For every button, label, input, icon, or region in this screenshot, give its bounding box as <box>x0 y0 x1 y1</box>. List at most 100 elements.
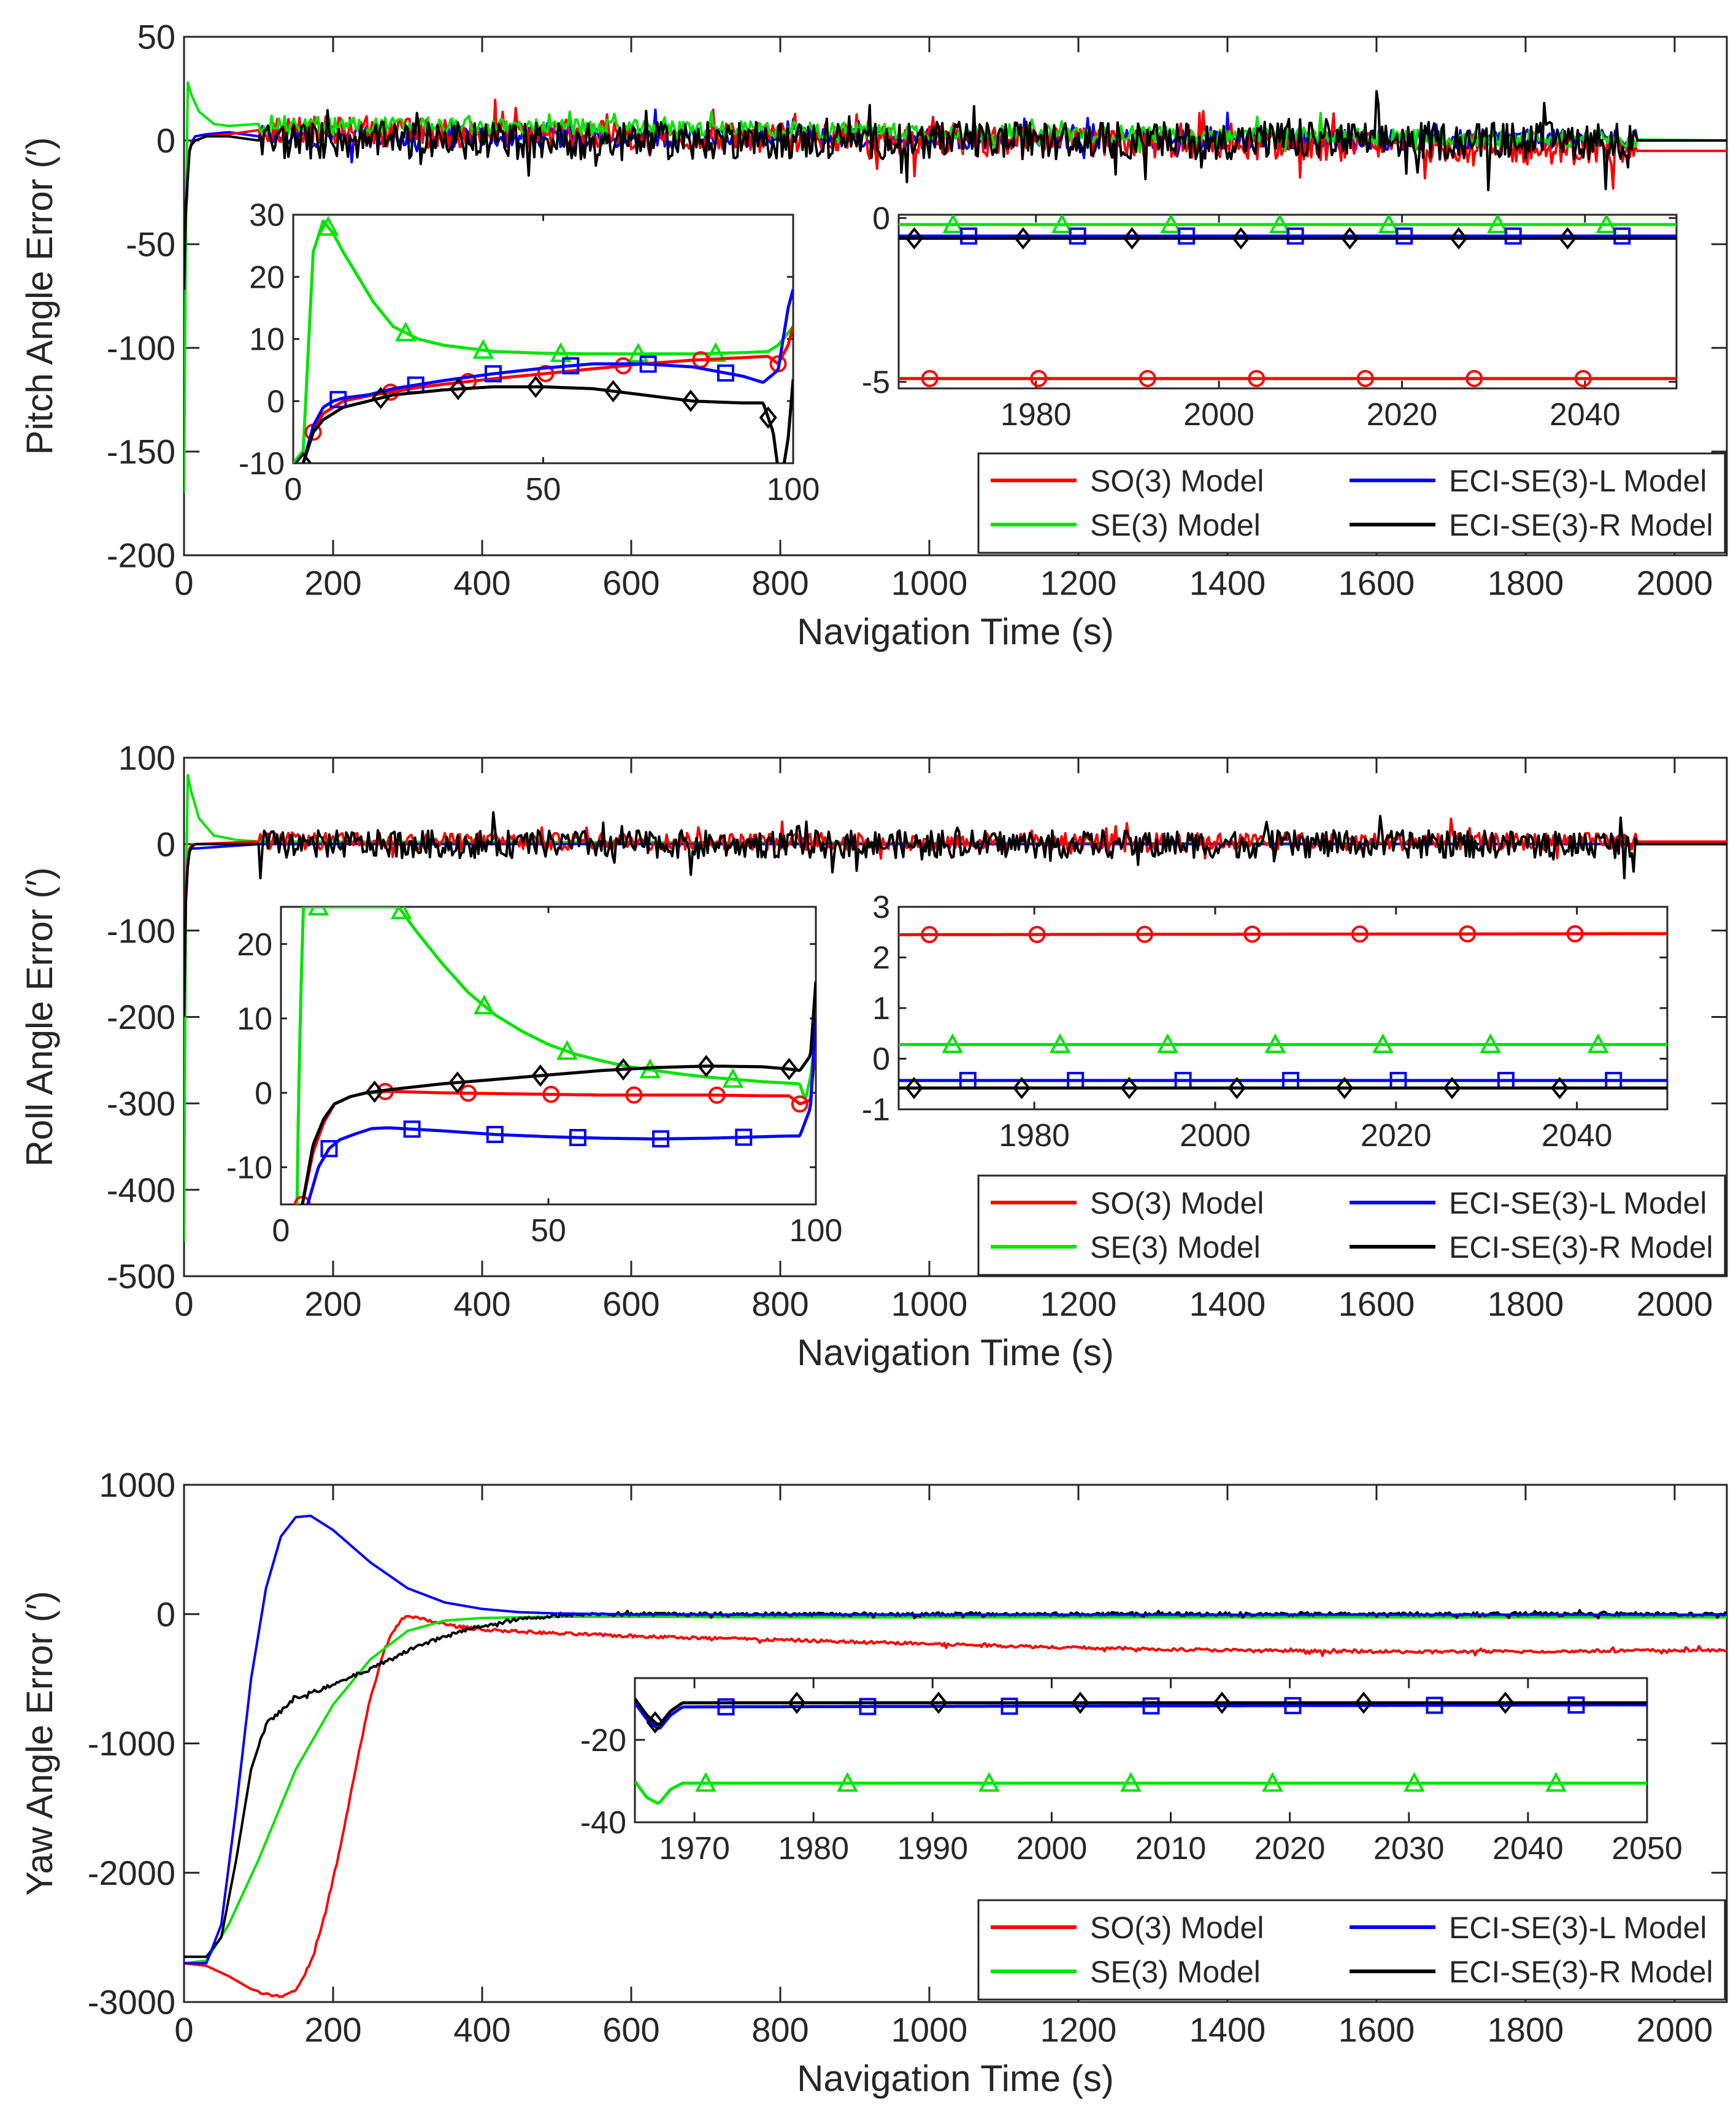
inset-pitch-early-series-ecir <box>301 379 793 463</box>
inset-yaw-late-series-ecil <box>635 1701 1647 1730</box>
inset-pitch-early-marker-se3 <box>705 342 727 362</box>
inset-roll-late-marker-ecir <box>1335 1077 1354 1099</box>
legend-roll-label-ecil: ECI-SE(3)-L Model <box>1449 1186 1707 1220</box>
inset-roll-early-axis-ytick-label: 20 <box>237 927 272 963</box>
inset-roll-early-axis-xtick-label: 50 <box>531 1213 566 1249</box>
inset-roll-early-marker-se3 <box>722 1068 744 1088</box>
inset-roll-late-marker-se3 <box>1264 1033 1286 1053</box>
inset-roll-late-axis-ytick-label: 2 <box>872 941 890 976</box>
inset-roll-early-axis-xtick-label: 100 <box>789 1213 843 1249</box>
legend-pitch-box <box>977 452 1726 554</box>
inset-pitch-early-marker-so3 <box>537 364 555 382</box>
inset-pitch-late-marker-se3 <box>1487 215 1508 234</box>
chart-pitch-axis-ytick-label: -100 <box>107 329 175 368</box>
chart-roll-plot <box>184 774 1727 1242</box>
inset-roll-early-marker-so3 <box>791 1095 808 1113</box>
inset-pitch-early-axis-ytick-label: 0 <box>267 384 285 420</box>
chart-roll-axis-ytick-label: -100 <box>107 911 175 950</box>
chart-pitch-axis-xtick-label: 1800 <box>1488 563 1564 602</box>
inset-pitch-early-marker-se3 <box>395 322 417 342</box>
chart-roll-axis-xtick-label: 1200 <box>1040 1284 1117 1323</box>
inset-roll-late-marker-ecir <box>1551 1077 1569 1099</box>
chart-yaw: 0 200 400 600 800 1000 1200 1400 1600 1800 2000 -30… <box>19 1466 1728 2099</box>
chart-roll-axis-xtick-label: 200 <box>304 1284 361 1323</box>
inset-pitch-early-marker-ecir <box>372 387 390 409</box>
inset-yaw-late-marker-ecil <box>717 1698 735 1716</box>
chart-pitch-axis-xtick-label: 200 <box>304 563 361 602</box>
inset-yaw-late-axis-xtick-label: 2000 <box>1016 1831 1088 1866</box>
inset-pitch-late-marker-ecil <box>1178 227 1196 245</box>
inset-pitch-early-axis-ytick-label: 20 <box>249 260 285 295</box>
inset-pitch-late-marker-se3 <box>1160 215 1182 234</box>
inset-pitch-late-marker-so3 <box>1030 369 1048 387</box>
inset-pitch-early-marker-so3 <box>614 357 632 375</box>
inset-roll-late-marker-so3 <box>1135 925 1153 943</box>
inset-pitch-late-marker-so3 <box>921 369 939 387</box>
chart-roll-axis-xtick-label: 600 <box>602 1284 659 1323</box>
inset-roll-late-marker-so3 <box>1028 926 1046 944</box>
legend-yaw-label-ecir: ECI-SE(3)-R Model <box>1449 1955 1713 1989</box>
inset-roll-early-marker-ecir <box>780 1058 798 1080</box>
inset-roll-early-axis-frame <box>280 906 817 1206</box>
chart-pitch-ylabel: Pitch Angle Error (′) <box>19 137 60 455</box>
inset-yaw-late-axis-frame <box>634 1677 1648 1823</box>
legend-yaw-box <box>977 1899 1726 2001</box>
chart-yaw-axis-xtick-label: 1600 <box>1338 2010 1415 2049</box>
inset-roll-late-series-so3 <box>899 932 1667 936</box>
inset-yaw-late-axis-xtick-label: 1980 <box>778 1831 849 1866</box>
inset-yaw-late-marker-ecil <box>1001 1697 1018 1715</box>
inset-yaw-late-marker-ecir <box>929 1692 948 1714</box>
inset-pitch-early-axis-xtick-label: 100 <box>767 472 820 507</box>
chart-yaw-axis-xtick-label: 800 <box>751 2010 808 2049</box>
chart-roll-axis-xtick-label: 400 <box>453 1284 510 1323</box>
inset-yaw-late-marker-ecir <box>1354 1692 1373 1714</box>
chart-roll-ylabel: Roll Angle Error (′) <box>19 867 60 1166</box>
inset-pitch-early-axis-ytick-label: -10 <box>239 446 285 482</box>
inset-roll-early-axis-ytick-label: 10 <box>237 1001 272 1037</box>
inset-yaw-late-plot <box>635 1692 1647 1805</box>
inset-roll-early-axis-ytick-label: 0 <box>255 1076 272 1111</box>
inset-yaw-late-marker-ecil <box>859 1698 877 1716</box>
chart-yaw-axis-xtick-label: 200 <box>304 2010 361 2049</box>
inset-pitch-late-axis-xtick-label: 1980 <box>1001 397 1072 433</box>
inset-pitch-early-marker-ecir <box>449 377 467 401</box>
chart-pitch-axis-ytick-label: 50 <box>137 18 175 56</box>
inset-roll-early-marker-ecil <box>403 1120 421 1138</box>
chart-pitch-axis-ytick-label: -50 <box>126 225 175 264</box>
inset-roll-late-marker-so3 <box>921 926 939 944</box>
inset-roll-early-marker-ecil <box>735 1128 753 1146</box>
inset-pitch-early-marker-ecir <box>604 380 623 402</box>
inset-roll-early-marker-so3 <box>459 1084 477 1102</box>
inset-roll-late-axis-xtick-label: 2020 <box>1361 1118 1432 1153</box>
legend-roll-label-so3: SO(3) Model <box>1090 1186 1264 1220</box>
inset-pitch-early-marker-se3 <box>317 216 339 236</box>
inset-roll-early-axis-ytick-label: -10 <box>226 1150 272 1186</box>
inset-pitch-late-marker-se3 <box>1378 215 1400 234</box>
inset-roll-late-axis-xtick-label: 2000 <box>1180 1118 1251 1153</box>
inset-pitch-late-marker-ecir <box>1014 227 1032 250</box>
inset-roll-early-marker-ecil <box>569 1128 586 1146</box>
inset-pitch-late-marker-so3 <box>1574 369 1592 387</box>
inset-yaw-late-marker-se3 <box>1262 1771 1283 1792</box>
chart-yaw-axis-ytick-label: -2000 <box>88 1854 175 1892</box>
chart-yaw-axis-xtick-label: 1800 <box>1488 2010 1564 2049</box>
chart-yaw-axis-ytick-label: 1000 <box>99 1466 175 1504</box>
inset-pitch-late-marker-ecir <box>1123 227 1141 250</box>
inset-pitch-late-marker-so3 <box>1465 369 1483 387</box>
inset-roll-early-marker-so3 <box>708 1086 726 1104</box>
inset-yaw-late-axis-xtick-label: 1990 <box>897 1831 968 1866</box>
legend-yaw-label-ecil: ECI-SE(3)-L Model <box>1449 1911 1707 1945</box>
chart-roll-axis-xtick-label: 1800 <box>1488 1284 1564 1323</box>
chart-roll-axis-xtick-label: 2000 <box>1637 1284 1713 1323</box>
chart-pitch-axis-xtick-label: 800 <box>751 563 808 602</box>
chart-pitch: 0 200 400 600 800 1000 1200 1400 1600 1800 2000-20… <box>19 18 1728 652</box>
inset-pitch-early-marker-ecir <box>682 390 700 412</box>
inset-roll-early-axis-xtick-label: 0 <box>272 1213 290 1249</box>
inset-roll-late-marker-so3 <box>1243 925 1261 943</box>
inset-pitch-late-axis-xtick-label: 2020 <box>1367 397 1438 433</box>
chart-yaw-ylabel: Yaw Angle Error (′) <box>19 1591 60 1896</box>
legend-pitch-label-ecir: ECI-SE(3)-R Model <box>1449 508 1713 542</box>
inset-roll-early-marker-se3 <box>474 995 495 1015</box>
